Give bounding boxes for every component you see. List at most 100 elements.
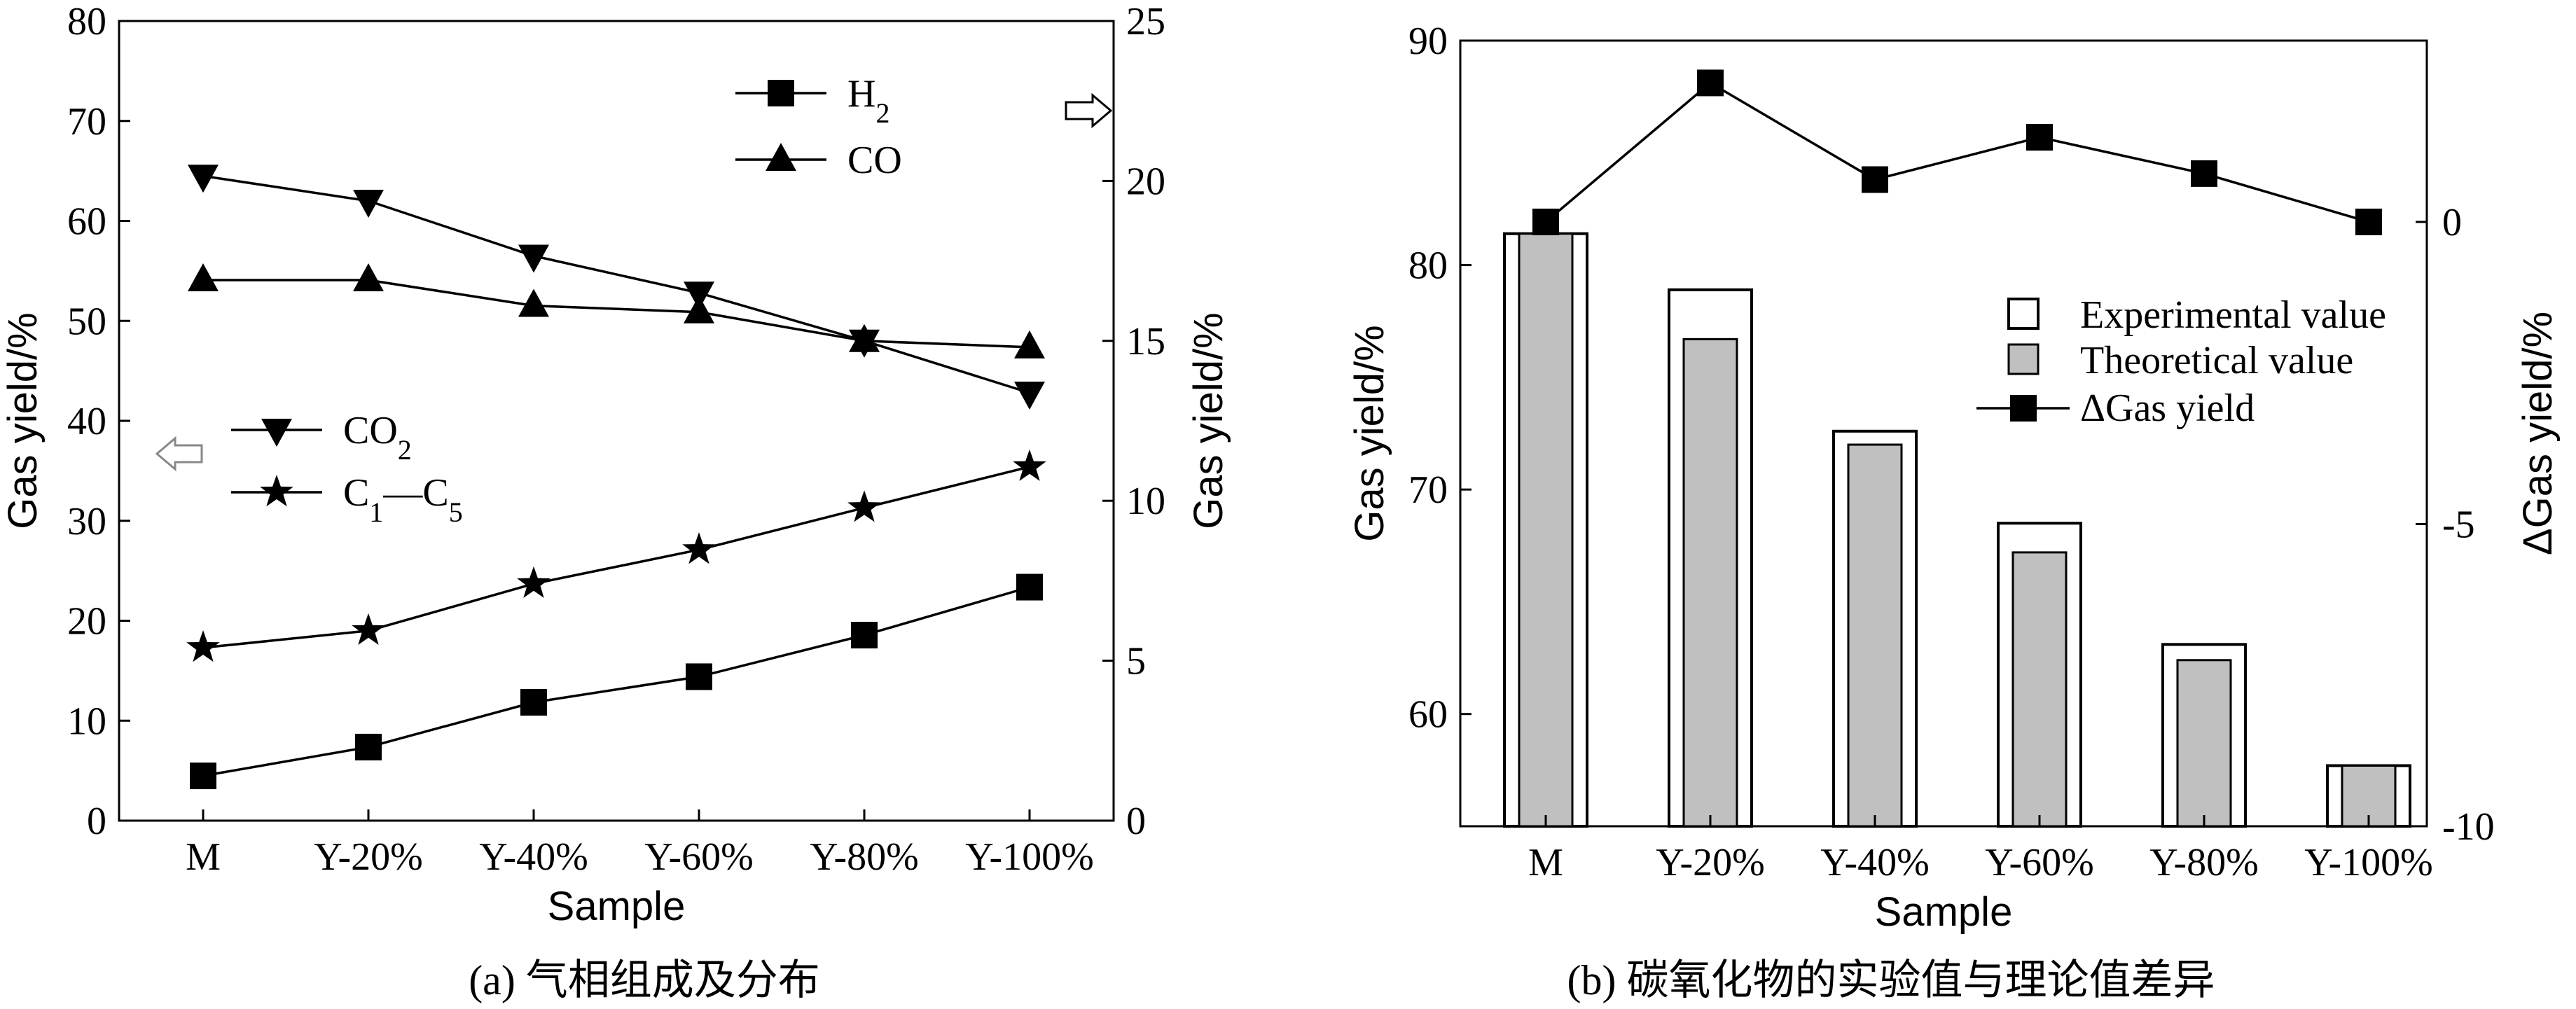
right-y-tick-label: 20 [1126,160,1165,203]
left-y-tick-label: 90 [1408,20,1448,63]
legend-marker [766,143,796,171]
right-y-tick-label: 0 [1126,800,1146,843]
data-point [353,189,384,218]
right-y-axis-title: Gas yield/% [1186,312,1231,529]
left-y-tick-label: 80 [67,0,106,43]
data-point [2026,124,2053,151]
legend-marker [261,419,292,447]
series-c1-c5 [186,449,1046,662]
data-point [1014,382,1045,410]
right-y-tick-label: 0 [2442,201,2462,244]
x-axis-title: Sample [1875,889,2013,935]
series-co [188,263,1045,359]
legend-swatch-theoretical [2007,343,2040,375]
series-co2 [188,165,1045,410]
legend-label: C1—C5 [343,471,463,528]
right-y-tick-label: 15 [1126,320,1165,363]
legend-label-experimental: Experimental value [2080,293,2386,337]
data-point [352,613,385,645]
left-y-tick-label: 60 [67,200,106,244]
panel-a-gas-composition-chart: 0 10 20 30 40 50 60 70 80 0 5 10 15 20 25 M Y-20% Y-40% Y-… [0,0,1231,929]
x-tick-label: Y-40% [1820,841,1930,884]
series-line [202,466,1030,649]
left-y-tick-label: 50 [67,300,106,343]
bar-theoretical [1682,338,1738,828]
data-point [188,263,219,292]
x-tick-label: Y-80% [810,835,919,879]
right-y-tick-label: 5 [1126,640,1146,683]
data-point [1862,166,1888,193]
left-y-tick-label: 70 [67,100,106,144]
left-y-tick-label: 0 [87,800,106,843]
data-point [1013,449,1046,481]
x-tick-label: Y-80% [2149,841,2259,884]
caption-b: (b) 碳氧化物的实验值与理论值差异 [1567,957,2215,1003]
data-point [1016,573,1043,601]
data-point [849,329,880,358]
data-point [682,532,716,564]
legend-item: C1—C5 [231,471,463,528]
data-point [2191,160,2217,187]
series-h2 [190,573,1043,790]
panel-b-carbon-oxide-comparison-chart: 60 70 80 90 -10 -5 0 M Y-20% Y-40% Y-60% Y-80% Y-100… [1347,20,2561,935]
right-y-tick-label: 25 [1126,0,1165,43]
data-point [188,165,219,193]
bar-theoretical [2176,659,2232,828]
data-point [353,263,384,292]
data-point [518,244,549,273]
data-point [847,490,881,522]
data-point [1532,208,1559,235]
data-point [851,622,878,649]
caption-a: (a) 气相组成及分布 [469,957,820,1003]
right-y-axis-title: ΔGas yield/% [2515,312,2561,555]
series-line [202,174,1030,394]
data-point [355,733,382,760]
legend-item: CO2 [231,409,412,466]
legend-marker-delta [2010,395,2037,422]
x-tick-label: Y-100% [965,835,1094,879]
x-axis-title: Sample [548,884,686,929]
bar-theoretical [1518,232,1574,828]
data-point [190,763,216,790]
left-y-tick-label: 30 [67,500,106,543]
data-point [520,688,547,716]
data-point [518,288,549,317]
series-delta-gas-yield [1532,69,2382,235]
legend-marker [768,80,794,106]
legend-label: CO2 [343,409,412,466]
data-point [1697,69,1724,97]
x-tick-label: Y-60% [644,835,754,879]
left-axis-arrow-icon [155,436,203,472]
data-point [684,281,714,310]
data-point [517,566,550,598]
legend-label: H2 [847,72,889,129]
x-tick-label: M [186,835,221,879]
series-line [1544,81,2369,223]
right-axis-arrow-icon [1065,92,1113,129]
data-point [2355,208,2382,235]
x-tick-label: Y-40% [479,835,588,879]
series-line [203,279,1030,349]
left-y-tick-label: 10 [67,700,106,743]
x-tick-label: Y-20% [1656,841,1765,884]
data-point [686,663,712,690]
left-y-axis-title: Gas yield/% [1347,325,1392,541]
x-tick-label: Y-60% [1985,841,2094,884]
left-y-tick-label: 70 [1408,468,1448,512]
legend-label: CO [847,139,902,182]
legend-label-delta: ΔGas yield [2080,387,2255,430]
right-y-tick-label: -5 [2442,503,2475,546]
x-tick-label: Y-20% [314,835,423,879]
bar-theoretical [2011,551,2068,828]
data-point [1014,330,1045,359]
bar-theoretical [1847,443,1903,828]
x-tick-label: Y-100% [2304,841,2433,884]
left-y-tick-label: 40 [67,400,106,443]
left-y-axis-title: Gas yield/% [0,312,46,529]
right-y-tick-label: -10 [2442,805,2495,849]
plot-frame [1459,39,2428,828]
legend-item: CO [735,139,902,182]
legend-marker [260,475,293,507]
